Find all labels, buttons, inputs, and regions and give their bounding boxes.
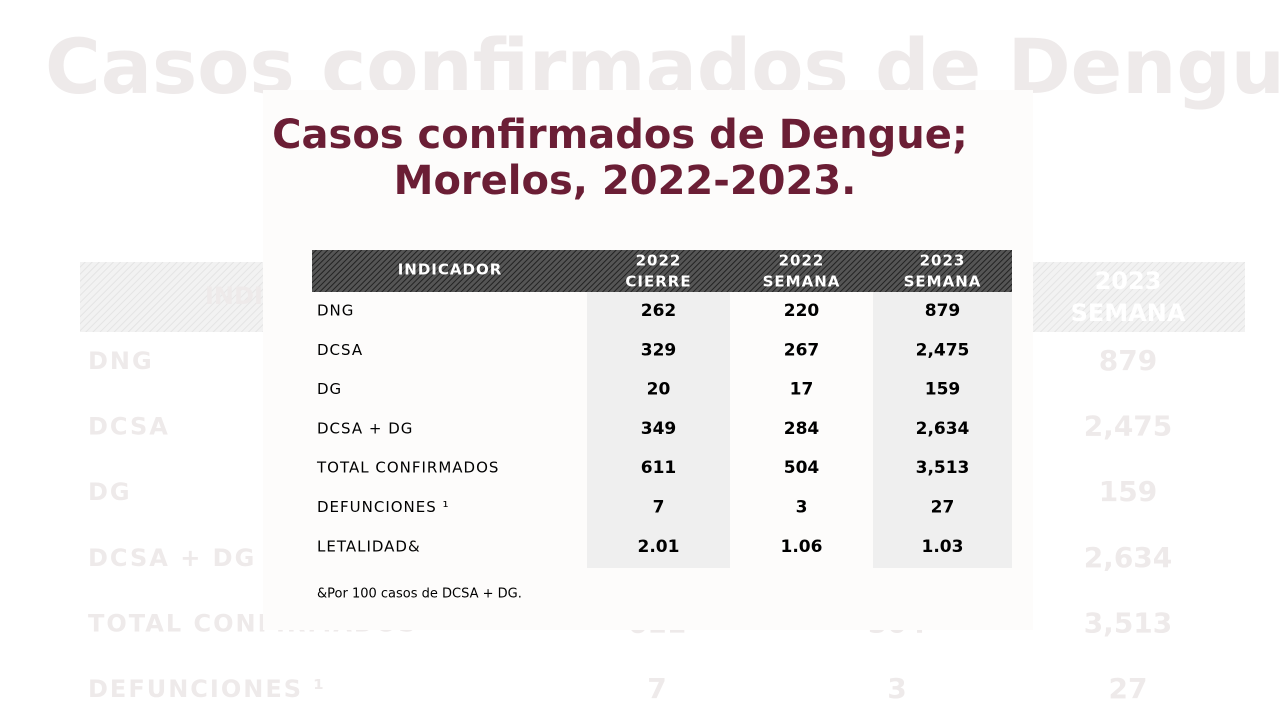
row-label: DNG xyxy=(317,302,354,320)
table-cell: 1.03 xyxy=(922,537,964,557)
table-cell: 20 xyxy=(647,380,671,400)
faded-row-label: DNG xyxy=(88,347,154,375)
table-cell: 349 xyxy=(641,419,677,439)
table-cell: 284 xyxy=(784,419,820,439)
faded-cell: 27 xyxy=(1109,672,1148,705)
column-shade xyxy=(873,292,1012,568)
slide-title: Morelos, 2022-2023. xyxy=(394,158,857,204)
faded-header-cell: 2023 xyxy=(1095,267,1162,295)
table-cell: 159 xyxy=(925,380,961,400)
footnote: &Por 100 casos de DCSA + DG. xyxy=(317,587,522,602)
table-cell: 611 xyxy=(641,458,677,478)
table-cell: 1.06 xyxy=(781,537,823,557)
header-cell: INDICADOR xyxy=(398,261,503,279)
faded-cell: 879 xyxy=(1099,344,1157,377)
header-cell: SEMANA xyxy=(904,273,982,291)
table-cell: 3,513 xyxy=(916,458,970,478)
table-cell: 504 xyxy=(784,458,820,478)
table-cell: 17 xyxy=(790,380,814,400)
foreground-slide: Casos confirmados de Dengue;Morelos, 202… xyxy=(272,112,1012,602)
faded-cell: 2,634 xyxy=(1084,541,1173,574)
table-cell: 7 xyxy=(653,498,665,518)
row-label: DEFUNCIONES ¹ xyxy=(317,498,450,516)
faded-row-label: DCSA + DG xyxy=(88,544,256,572)
table-cell: 879 xyxy=(925,301,961,321)
table-cell: 2.01 xyxy=(638,537,680,557)
faded-row-label: DCSA xyxy=(88,413,170,441)
header-cell: 2023 xyxy=(920,252,966,270)
column-shade xyxy=(587,292,730,568)
faded-row-label: DEFUNCIONES ¹ xyxy=(88,675,326,703)
header-cell: 2022 xyxy=(636,252,682,270)
faded-cell: 3 xyxy=(887,672,906,705)
header-cell: 2022 xyxy=(779,252,825,270)
table-cell: 3 xyxy=(796,498,808,518)
header-cell: SEMANA xyxy=(763,273,841,291)
table-cell: 267 xyxy=(784,340,820,360)
row-label: DCSA xyxy=(317,341,363,359)
table-cell: 329 xyxy=(641,340,677,360)
table-cell: 27 xyxy=(931,498,955,518)
table-cell: 220 xyxy=(784,301,820,321)
header-cell: CIERRE xyxy=(625,273,691,291)
faded-header-cell: SEMANA xyxy=(1071,299,1186,327)
row-label: TOTAL CONFIRMADOS xyxy=(316,459,499,477)
table-cell: 262 xyxy=(641,301,677,321)
faded-row-label: DG xyxy=(88,478,132,506)
faded-cell: 159 xyxy=(1099,475,1157,508)
table-header xyxy=(312,250,1012,292)
faded-cell: 2,475 xyxy=(1084,410,1173,443)
faded-cell: 7 xyxy=(647,672,666,705)
table-cell: 2,475 xyxy=(916,340,970,360)
slide-title: Casos confirmados de Dengue; xyxy=(272,112,968,158)
faded-cell: 3,513 xyxy=(1084,606,1173,639)
row-label: DG xyxy=(317,380,342,398)
table-cell: 2,634 xyxy=(916,419,970,439)
row-label: DCSA + DG xyxy=(317,419,413,437)
row-label: LETALIDAD& xyxy=(317,537,421,555)
